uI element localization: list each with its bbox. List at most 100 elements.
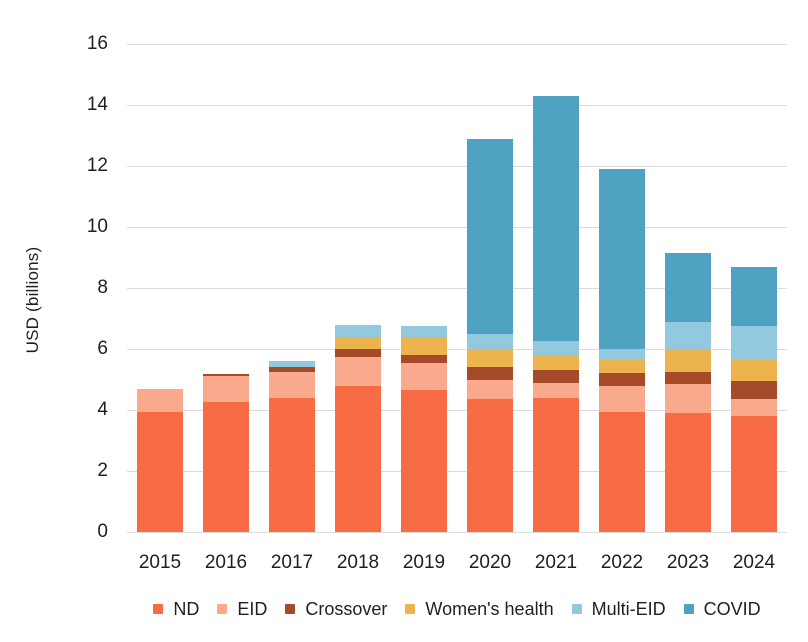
legend-swatch-icon-crossover	[285, 604, 296, 614]
y-tick-label-0: 0	[97, 521, 108, 542]
x-tick-label-2019: 2019	[402, 552, 446, 573]
bar-segment-2022-nd	[599, 411, 645, 532]
legend-item-women-s-health: Women's health	[405, 598, 554, 620]
plot-area	[127, 43, 787, 533]
legend-item-eid: EID	[217, 599, 267, 620]
bar-segment-2024-women-s-health	[731, 359, 777, 382]
bar-2019	[401, 44, 447, 532]
gridline-2	[127, 470, 787, 472]
legend-item-crossover: Crossover	[285, 599, 387, 620]
bar-segment-2020-multi-eid	[467, 333, 513, 349]
gridline-14	[127, 104, 787, 106]
bar-segment-2021-women-s-health	[533, 355, 579, 371]
legend-label-eid: EID	[237, 598, 268, 619]
legend-item-nd: ND	[153, 599, 199, 620]
gridline-12	[127, 165, 787, 167]
bar-2018	[335, 44, 381, 532]
bar-2023	[665, 44, 711, 532]
bar-segment-2024-covid	[731, 266, 777, 327]
y-axis-label: USD (billions)	[23, 246, 42, 354]
x-tick-label-2023: 2023	[666, 552, 710, 573]
gridline-10	[127, 226, 787, 228]
bar-segment-2021-nd	[533, 397, 579, 532]
gridline-8	[127, 287, 787, 289]
gridline-4	[127, 409, 787, 411]
bar-segment-2023-eid	[665, 384, 711, 414]
bar-segment-2020-eid	[467, 379, 513, 400]
bar-segment-2019-multi-eid	[401, 326, 447, 339]
bar-2017	[269, 44, 315, 532]
bar-segment-2018-crossover	[335, 349, 381, 357]
bar-segment-2020-covid	[467, 138, 513, 334]
gridline-16	[127, 43, 787, 45]
bar-2024	[731, 44, 777, 532]
bar-segment-2021-eid	[533, 382, 579, 398]
bar-segment-2023-nd	[665, 413, 711, 532]
bar-segment-2017-multi-eid	[269, 361, 315, 368]
legend-label-multi-eid: Multi-EID	[591, 598, 666, 619]
legend-label-women-s-health: Women's health	[425, 598, 554, 619]
bar-segment-2024-crossover	[731, 381, 777, 400]
legend: ND EID Crossover Women's health Multi-EID COV…	[127, 594, 787, 624]
y-tick-label-12: 12	[86, 155, 108, 176]
bar-segment-2016-nd	[203, 402, 249, 532]
x-tick-label-2021: 2021	[534, 552, 578, 573]
legend-label-covid: COVID	[703, 598, 761, 619]
bar-segment-2015-nd	[137, 411, 183, 532]
gridline-0	[127, 531, 787, 533]
legend-label-crossover: Crossover	[305, 598, 388, 619]
y-tick-label-16: 16	[86, 33, 108, 54]
legend-swatch-icon-women-s-health	[405, 604, 416, 614]
bar-segment-2022-crossover	[599, 373, 645, 386]
y-tick-label-4: 4	[97, 399, 108, 420]
bar-segment-2019-women-s-health	[401, 338, 447, 356]
y-tick-label-10: 10	[86, 216, 108, 237]
bar-segment-2017-crossover	[269, 367, 315, 372]
x-tick-label-2015: 2015	[138, 552, 182, 573]
bar-segment-2022-covid	[599, 169, 645, 349]
bar-segment-2018-nd	[335, 385, 381, 532]
y-tick-label-8: 8	[97, 277, 108, 298]
bar-2022	[599, 44, 645, 532]
bar-segment-2021-multi-eid	[533, 341, 579, 356]
bar-segment-2022-multi-eid	[599, 349, 645, 360]
x-tick-label-2018: 2018	[336, 552, 380, 573]
bar-segment-2022-women-s-health	[599, 359, 645, 374]
bar-segment-2017-nd	[269, 397, 315, 532]
legend-label-nd: ND	[173, 598, 200, 619]
legend-swatch-icon-multi-eid	[571, 604, 582, 614]
bar-segment-2017-eid	[269, 371, 315, 398]
bar-segment-2023-multi-eid	[665, 321, 711, 349]
legend-swatch-icon-nd	[153, 604, 164, 614]
gridline-6	[127, 348, 787, 350]
bar-segment-2021-crossover	[533, 370, 579, 383]
bar-segment-2018-multi-eid	[335, 324, 381, 337]
legend-swatch-icon-covid	[683, 604, 694, 614]
bar-segment-2020-women-s-health	[467, 349, 513, 368]
bar-segment-2020-crossover	[467, 367, 513, 380]
bar-segment-2019-nd	[401, 390, 447, 532]
x-tick-label-2016: 2016	[204, 552, 248, 573]
bar-segment-2023-women-s-health	[665, 349, 711, 372]
bar-segment-2020-nd	[467, 399, 513, 532]
bar-segment-2019-eid	[401, 362, 447, 391]
bar-segment-2019-crossover	[401, 355, 447, 363]
bar-segment-2015-eid	[137, 388, 183, 412]
bar-segment-2022-eid	[599, 385, 645, 412]
bar-2015	[137, 44, 183, 532]
bar-segment-2024-eid	[731, 399, 777, 417]
bar-segment-2016-eid	[203, 376, 249, 403]
bar-segment-2018-women-s-health	[335, 336, 381, 349]
legend-item-covid: COVID	[683, 598, 761, 620]
x-tick-label-2020: 2020	[468, 552, 512, 573]
bar-segment-2018-eid	[335, 356, 381, 386]
x-tick-label-2022: 2022	[600, 552, 644, 573]
x-tick-label-2024: 2024	[732, 552, 776, 573]
bar-segment-2016-crossover	[203, 374, 249, 377]
bar-2016	[203, 44, 249, 532]
bar-2021	[533, 44, 579, 532]
legend-item-multi-eid: Multi-EID	[571, 598, 666, 620]
bar-2020	[467, 44, 513, 532]
bar-segment-2023-crossover	[665, 371, 711, 385]
